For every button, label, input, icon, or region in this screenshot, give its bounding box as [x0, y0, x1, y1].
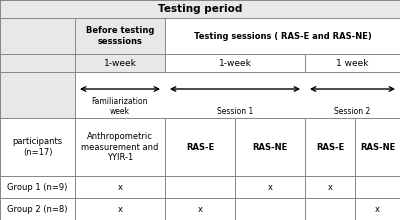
Bar: [355, 118, 400, 176]
Text: x: x: [375, 205, 380, 213]
Bar: [0, 72, 75, 118]
Text: x: x: [198, 205, 202, 213]
Bar: [165, 118, 235, 176]
Bar: [75, 54, 165, 72]
Bar: [0, 118, 75, 176]
Bar: [165, 54, 305, 72]
Text: RAS-NE: RAS-NE: [252, 143, 288, 152]
Text: x: x: [268, 183, 272, 191]
Bar: [165, 18, 400, 54]
Bar: [355, 176, 400, 198]
Bar: [0, 0, 400, 18]
Text: Testing period: Testing period: [158, 4, 242, 14]
Text: Testing sessions ( RAS-E and RAS-NE): Testing sessions ( RAS-E and RAS-NE): [194, 31, 371, 40]
Text: Group 2 (n=8): Group 2 (n=8): [7, 205, 68, 213]
Bar: [305, 198, 355, 220]
Bar: [75, 18, 165, 54]
Bar: [305, 176, 355, 198]
Bar: [0, 198, 75, 220]
Text: participants
(n=17): participants (n=17): [12, 137, 62, 157]
Bar: [0, 176, 75, 198]
Bar: [305, 54, 400, 72]
Text: Anthropometric
measurement and
YYIR-1: Anthropometric measurement and YYIR-1: [81, 132, 159, 162]
Bar: [75, 198, 165, 220]
Text: Session 1: Session 1: [217, 107, 253, 116]
Bar: [165, 176, 235, 198]
Text: x: x: [118, 205, 122, 213]
Bar: [235, 198, 305, 220]
Text: RAS-NE: RAS-NE: [360, 143, 395, 152]
Bar: [75, 118, 165, 176]
Text: 1-week: 1-week: [104, 59, 136, 68]
Bar: [165, 198, 235, 220]
Text: Session 2: Session 2: [334, 107, 371, 116]
Text: Before testing
sesssions: Before testing sesssions: [86, 26, 154, 46]
Text: 1-week: 1-week: [218, 59, 252, 68]
Bar: [0, 18, 75, 54]
Text: Group 1 (n=9): Group 1 (n=9): [7, 183, 68, 191]
Text: RAS-E: RAS-E: [316, 143, 344, 152]
Bar: [235, 118, 305, 176]
Bar: [235, 176, 305, 198]
Text: RAS-E: RAS-E: [186, 143, 214, 152]
Bar: [305, 118, 355, 176]
Text: x: x: [118, 183, 122, 191]
Text: 1 week: 1 week: [336, 59, 369, 68]
Text: x: x: [328, 183, 332, 191]
Bar: [355, 198, 400, 220]
Text: Familiarization
week: Familiarization week: [92, 97, 148, 116]
Bar: [0, 54, 75, 72]
Bar: [75, 176, 165, 198]
Bar: [75, 72, 400, 118]
